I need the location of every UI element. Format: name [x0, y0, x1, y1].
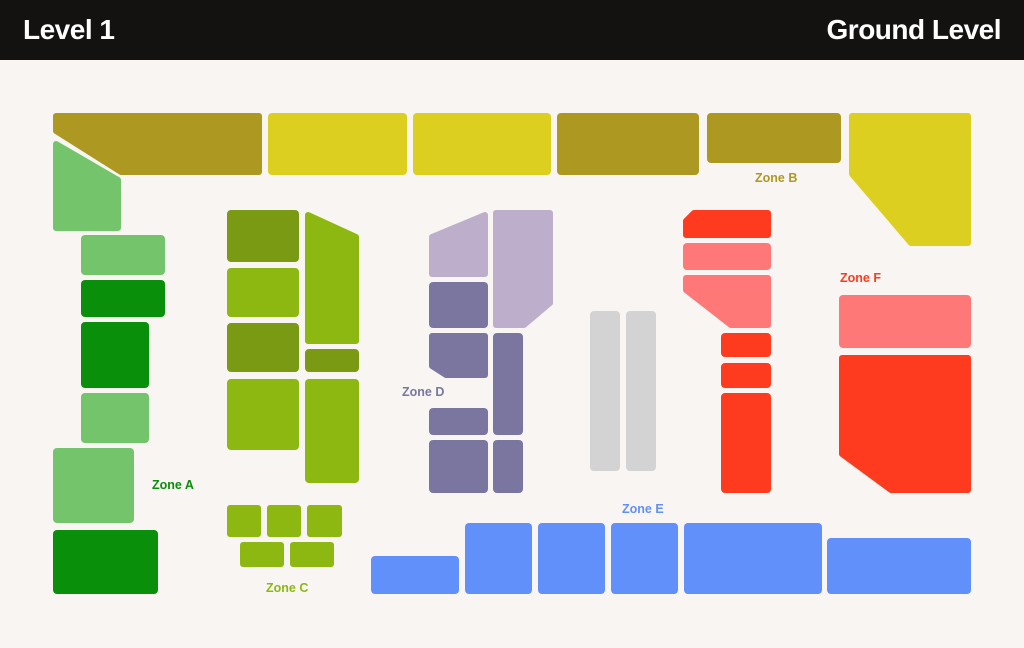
- zone-d-unit[interactable]: [429, 440, 488, 493]
- zone-e-unit[interactable]: [465, 523, 532, 594]
- zone-e-unit[interactable]: [371, 556, 459, 594]
- zone-e-unit[interactable]: [684, 523, 822, 594]
- zone-b-unit[interactable]: [53, 113, 262, 175]
- zone-b: Zone B: [53, 113, 971, 246]
- ground-level-title: Ground Level: [826, 14, 1002, 45]
- zone-d-unit[interactable]: [493, 333, 523, 435]
- zone-a-unit[interactable]: [53, 530, 158, 594]
- zone-e: Zone E: [371, 502, 971, 594]
- zone-c-unit[interactable]: [305, 349, 359, 372]
- unassigned-units: [590, 311, 656, 471]
- zone-b-label: Zone B: [755, 171, 797, 185]
- zone-c-unit[interactable]: [305, 212, 359, 344]
- zone-a-unit[interactable]: [81, 393, 149, 443]
- unassigned-unit[interactable]: [626, 311, 656, 471]
- zone-b-unit[interactable]: [849, 113, 971, 246]
- zone-c-unit[interactable]: [305, 379, 359, 483]
- zone-a-label: Zone A: [152, 478, 194, 492]
- zone-c-unit[interactable]: [227, 323, 299, 372]
- zone-f-label: Zone F: [840, 271, 881, 285]
- zone-f-unit[interactable]: [839, 355, 971, 493]
- zone-e-label: Zone E: [622, 502, 664, 516]
- zone-b-unit[interactable]: [268, 113, 407, 175]
- zone-f-unit[interactable]: [683, 243, 771, 270]
- zone-f: Zone F: [683, 210, 971, 493]
- zone-d-unit[interactable]: [429, 212, 488, 277]
- zone-f-unit[interactable]: [721, 333, 771, 357]
- zone-c: Zone C: [227, 210, 359, 595]
- zone-c-unit[interactable]: [307, 505, 342, 537]
- zone-c-unit[interactable]: [227, 210, 299, 262]
- zone-e-unit[interactable]: [611, 523, 678, 594]
- zone-a-unit[interactable]: [81, 235, 165, 275]
- header-bar: Level 1 Ground Level: [0, 0, 1024, 60]
- zone-d-unit[interactable]: [429, 333, 488, 378]
- zone-f-unit[interactable]: [683, 275, 771, 328]
- zone-d-unit[interactable]: [429, 408, 488, 435]
- zone-a: Zone A: [53, 141, 194, 594]
- zone-e-unit[interactable]: [538, 523, 605, 594]
- zone-a-unit[interactable]: [81, 280, 165, 317]
- zone-c-unit[interactable]: [290, 542, 334, 567]
- zone-f-unit[interactable]: [683, 210, 771, 238]
- zone-c-label: Zone C: [266, 581, 308, 595]
- zone-d-unit[interactable]: [429, 282, 488, 328]
- level-title: Level 1: [23, 14, 115, 45]
- zone-f-unit[interactable]: [721, 363, 771, 388]
- zone-c-unit[interactable]: [240, 542, 284, 567]
- unassigned-unit[interactable]: [590, 311, 620, 471]
- zone-c-unit[interactable]: [227, 268, 299, 317]
- zone-f-unit[interactable]: [839, 295, 971, 348]
- zone-d-label: Zone D: [402, 385, 444, 399]
- zone-b-unit[interactable]: [557, 113, 699, 175]
- zone-e-unit[interactable]: [827, 538, 971, 594]
- zone-b-unit[interactable]: [707, 113, 841, 163]
- zone-a-unit[interactable]: [81, 322, 149, 388]
- zone-c-unit[interactable]: [267, 505, 301, 537]
- zone-c-unit[interactable]: [227, 505, 261, 537]
- zone-c-unit[interactable]: [227, 379, 299, 450]
- zone-f-unit[interactable]: [721, 393, 771, 493]
- zone-d-unit[interactable]: [493, 440, 523, 493]
- zone-a-unit[interactable]: [53, 448, 134, 523]
- zone-b-unit[interactable]: [413, 113, 551, 175]
- zone-a-unit[interactable]: [53, 141, 121, 231]
- zone-d-unit[interactable]: [493, 210, 553, 328]
- zone-d: Zone D: [402, 210, 553, 493]
